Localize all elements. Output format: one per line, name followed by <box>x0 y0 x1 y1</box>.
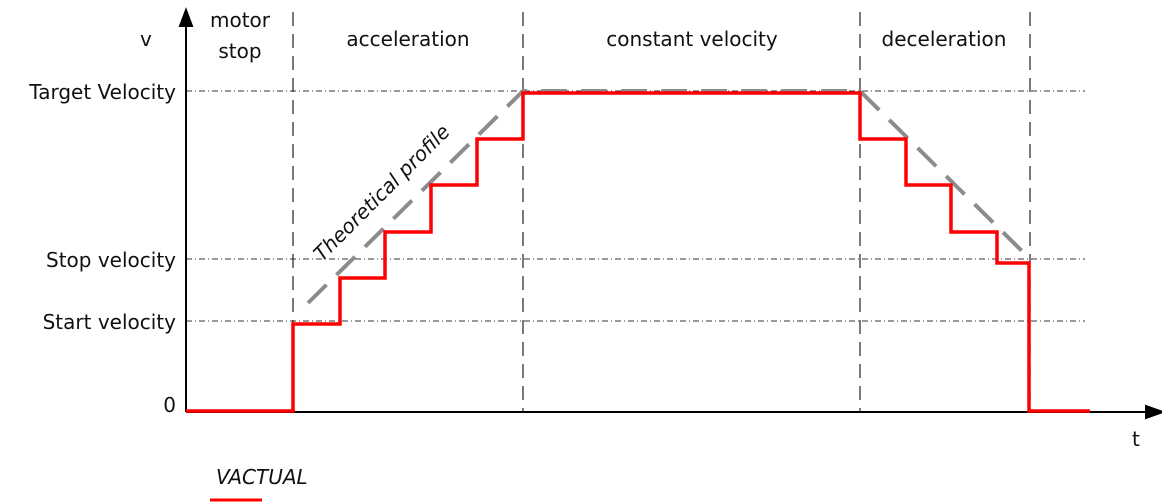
target-velocity-label: Target Velocity <box>28 80 176 104</box>
stop-velocity-label: Stop velocity <box>46 248 176 272</box>
phase-acceleration: acceleration <box>346 27 469 51</box>
zero-label: 0 <box>163 393 176 417</box>
x-axis-arrow-icon <box>1145 404 1162 420</box>
phase-separators <box>292 12 1031 412</box>
phase-motor-stop-line2: stop <box>218 39 261 63</box>
start-velocity-label: Start velocity <box>43 310 177 334</box>
phase-motor-stop-line1: motor <box>210 8 271 32</box>
y-axis-name: v <box>140 27 152 51</box>
y-axis-arrow-icon <box>178 7 194 27</box>
legend-label: VACTUAL <box>216 465 308 489</box>
vactual-profile-line <box>186 91 1090 413</box>
theoretical-profile-line <box>306 89 1032 305</box>
x-axis-name: t <box>1132 427 1140 451</box>
axes <box>178 7 1162 420</box>
phase-constant-velocity: constant velocity <box>606 27 778 51</box>
phase-deceleration: deceleration <box>882 27 1007 51</box>
